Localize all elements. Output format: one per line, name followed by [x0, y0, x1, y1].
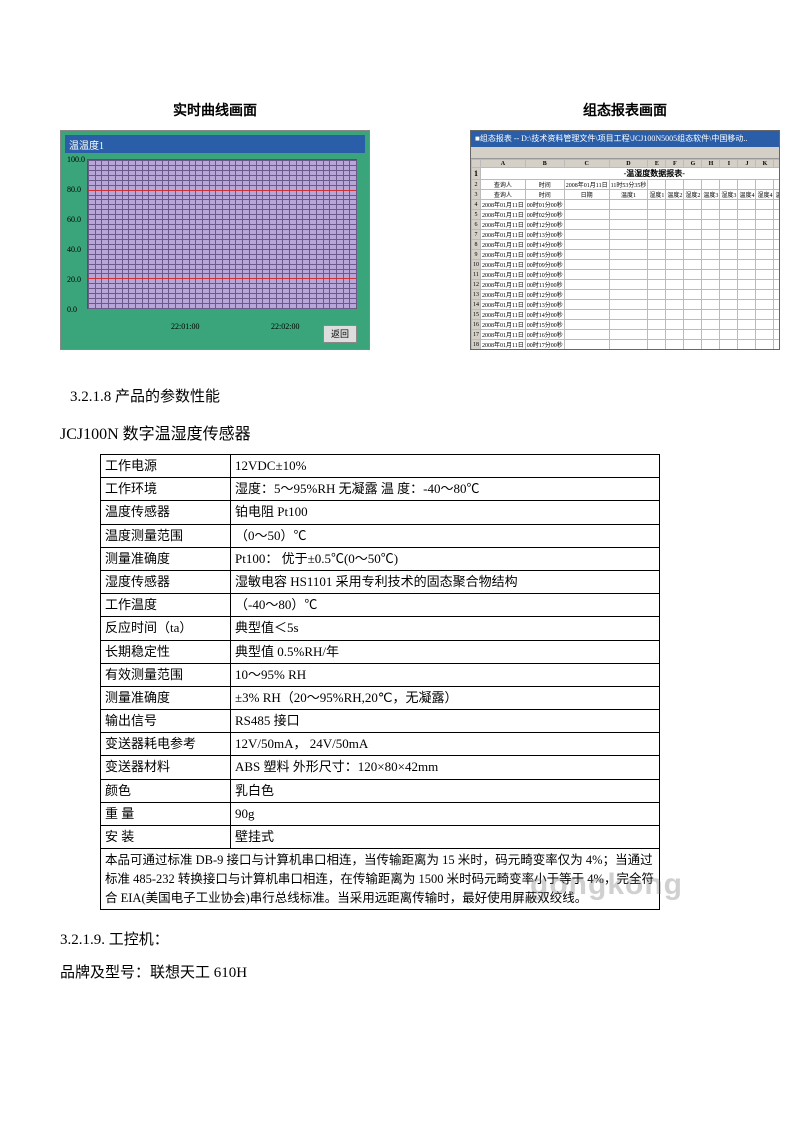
spec-value: 湿度：5～95%RH 无凝露 温 度：-40～80℃	[231, 478, 660, 501]
report-col-header: H	[702, 160, 720, 168]
spec-value: 10～95% RH	[231, 663, 660, 686]
screenshots-row: 实时曲线画面 温温度1 100.0 80.0 60.0 40.0 20.0 0.0 22:…	[60, 100, 733, 350]
rt-ylabel: 100.0	[67, 155, 85, 164]
report-col-header: K	[756, 160, 774, 168]
report-data-header: 时间	[525, 190, 564, 200]
report-col-header: F	[666, 160, 684, 168]
report-col-header: A	[481, 160, 526, 168]
spec-value: 乳白色	[231, 779, 660, 802]
spec-label: 反应时间（ta）	[101, 617, 231, 640]
report-data-header: 湿度3	[720, 190, 738, 200]
report-col-header: D	[609, 160, 648, 168]
spec-value: 12VDC±10%	[231, 455, 660, 478]
spec-value: 典型值＜5s	[231, 617, 660, 640]
sensor-heading: JCJ100N 数字温湿度传感器	[60, 420, 733, 444]
report-toolbar	[471, 147, 779, 159]
spec-note: 本品可通过标准 DB-9 接口与计算机串口相连，当传输距离为 15 米时，码元畸…	[101, 849, 660, 910]
report-col-header	[472, 160, 481, 168]
report-data-header: 温度4	[738, 190, 756, 200]
spec-label: 有效测量范围	[101, 663, 231, 686]
realtime-curve-window: 温温度1 100.0 80.0 60.0 40.0 20.0 0.0 22:01:00 22…	[60, 130, 370, 350]
report-window: ■组态报表 -- D:\技术资料管理文件\项目工程\JCJ100N5005组态软…	[470, 130, 780, 350]
spec-label: 长期稳定性	[101, 640, 231, 663]
spec-label: 温度传感器	[101, 501, 231, 524]
spec-value: （0～50）℃	[231, 524, 660, 547]
report-data-header: 查询人	[481, 190, 526, 200]
spec-label: 工作温度	[101, 594, 231, 617]
report-table: ABCDEFGHIJKLMN1-温湿度数据报表-2查询人时间2008年01月11…	[471, 159, 780, 350]
report-data-header: 湿度1	[648, 190, 666, 200]
realtime-curve-titlebar: 温温度1	[65, 135, 365, 153]
spec-value: 典型值 0.5%RH/年	[231, 640, 660, 663]
spec-label: 测量准确度	[101, 547, 231, 570]
report-col-header: L	[774, 160, 780, 168]
report-titlebar: ■组态报表 -- D:\技术资料管理文件\项目工程\JCJ100N5005组态软…	[471, 131, 779, 147]
rt-ylabel: 0.0	[67, 305, 77, 314]
spec-value: 12V/50mA， 24V/50mA	[231, 733, 660, 756]
rt-ylabel: 60.0	[67, 215, 81, 224]
spec-value: 湿敏电容 HS1101 采用专利技术的固态聚合物结构	[231, 570, 660, 593]
report-col-header: C	[564, 160, 609, 168]
report-col-header: E	[648, 160, 666, 168]
spec-value: 铂电阻 Pt100	[231, 501, 660, 524]
spec-label: 温度测量范围	[101, 524, 231, 547]
report-col-header: I	[720, 160, 738, 168]
report-data-header: 湿度2	[684, 190, 702, 200]
rt-ylabel: 40.0	[67, 245, 81, 254]
spec-label: 工作环境	[101, 478, 231, 501]
section-3219-heading: 3.2.1.9. 工控机：	[60, 928, 733, 949]
spec-label: 变送器材料	[101, 756, 231, 779]
report-col: 组态报表画面 ■组态报表 -- D:\技术资料管理文件\项目工程\JCJ100N…	[470, 100, 780, 350]
report-data-header: 温度2	[666, 190, 684, 200]
return-button[interactable]: 返回	[323, 325, 357, 343]
spec-label: 重 量	[101, 802, 231, 825]
report-data-header: 日期	[564, 190, 609, 200]
spec-value: 壁挂式	[231, 826, 660, 849]
rt-ylabel: 20.0	[67, 275, 81, 284]
spec-value: ABS 塑料 外形尺寸：120×80×42mm	[231, 756, 660, 779]
spec-value: Pt100： 优于±0.5℃(0～50℃)	[231, 547, 660, 570]
spec-label: 湿度传感器	[101, 570, 231, 593]
brand-line: 品牌及型号：联想天工 610H	[60, 961, 733, 982]
report-col-header: J	[738, 160, 756, 168]
report-data-header: 温度5	[774, 190, 780, 200]
spec-label: 工作电源	[101, 455, 231, 478]
spec-value: RS485 接口	[231, 710, 660, 733]
report-title: 组态报表画面	[583, 100, 667, 120]
rt-xlabel: 22:01:00	[171, 322, 199, 331]
report-col-header: G	[684, 160, 702, 168]
report-data-header: 温度3	[702, 190, 720, 200]
report-sheet: ABCDEFGHIJKLMN1-温湿度数据报表-2查询人时间2008年01月11…	[471, 159, 779, 350]
realtime-button-bar: 返回	[323, 325, 357, 343]
spec-value: 90g	[231, 802, 660, 825]
report-col-header: B	[525, 160, 564, 168]
realtime-curve-title: 实时曲线画面	[173, 100, 257, 120]
realtime-curve-col: 实时曲线画面 温温度1 100.0 80.0 60.0 40.0 20.0 0.0 22:…	[60, 100, 370, 350]
report-data-header: 温度1	[609, 190, 648, 200]
spec-value: ±3% RH（20～95%RH,20℃，无凝露）	[231, 686, 660, 709]
spec-label: 变送器耗电参考	[101, 733, 231, 756]
spec-value: （-40～80）℃	[231, 594, 660, 617]
section-3218-heading: 3.2.1.8 产品的参数性能	[70, 385, 733, 406]
rt-ylabel: 80.0	[67, 185, 81, 194]
report-data-header: 湿度4	[756, 190, 774, 200]
rt-xlabel: 22:02:00	[271, 322, 299, 331]
spec-label: 测量准确度	[101, 686, 231, 709]
report-data-title: -温湿度数据报表-	[481, 168, 781, 180]
realtime-curve-chart	[87, 159, 357, 309]
spec-label: 颜色	[101, 779, 231, 802]
spec-label: 输出信号	[101, 710, 231, 733]
spec-label: 安 装	[101, 826, 231, 849]
spec-table: 工作电源12VDC±10%工作环境湿度：5～95%RH 无凝露 温 度：-40～…	[100, 454, 660, 910]
